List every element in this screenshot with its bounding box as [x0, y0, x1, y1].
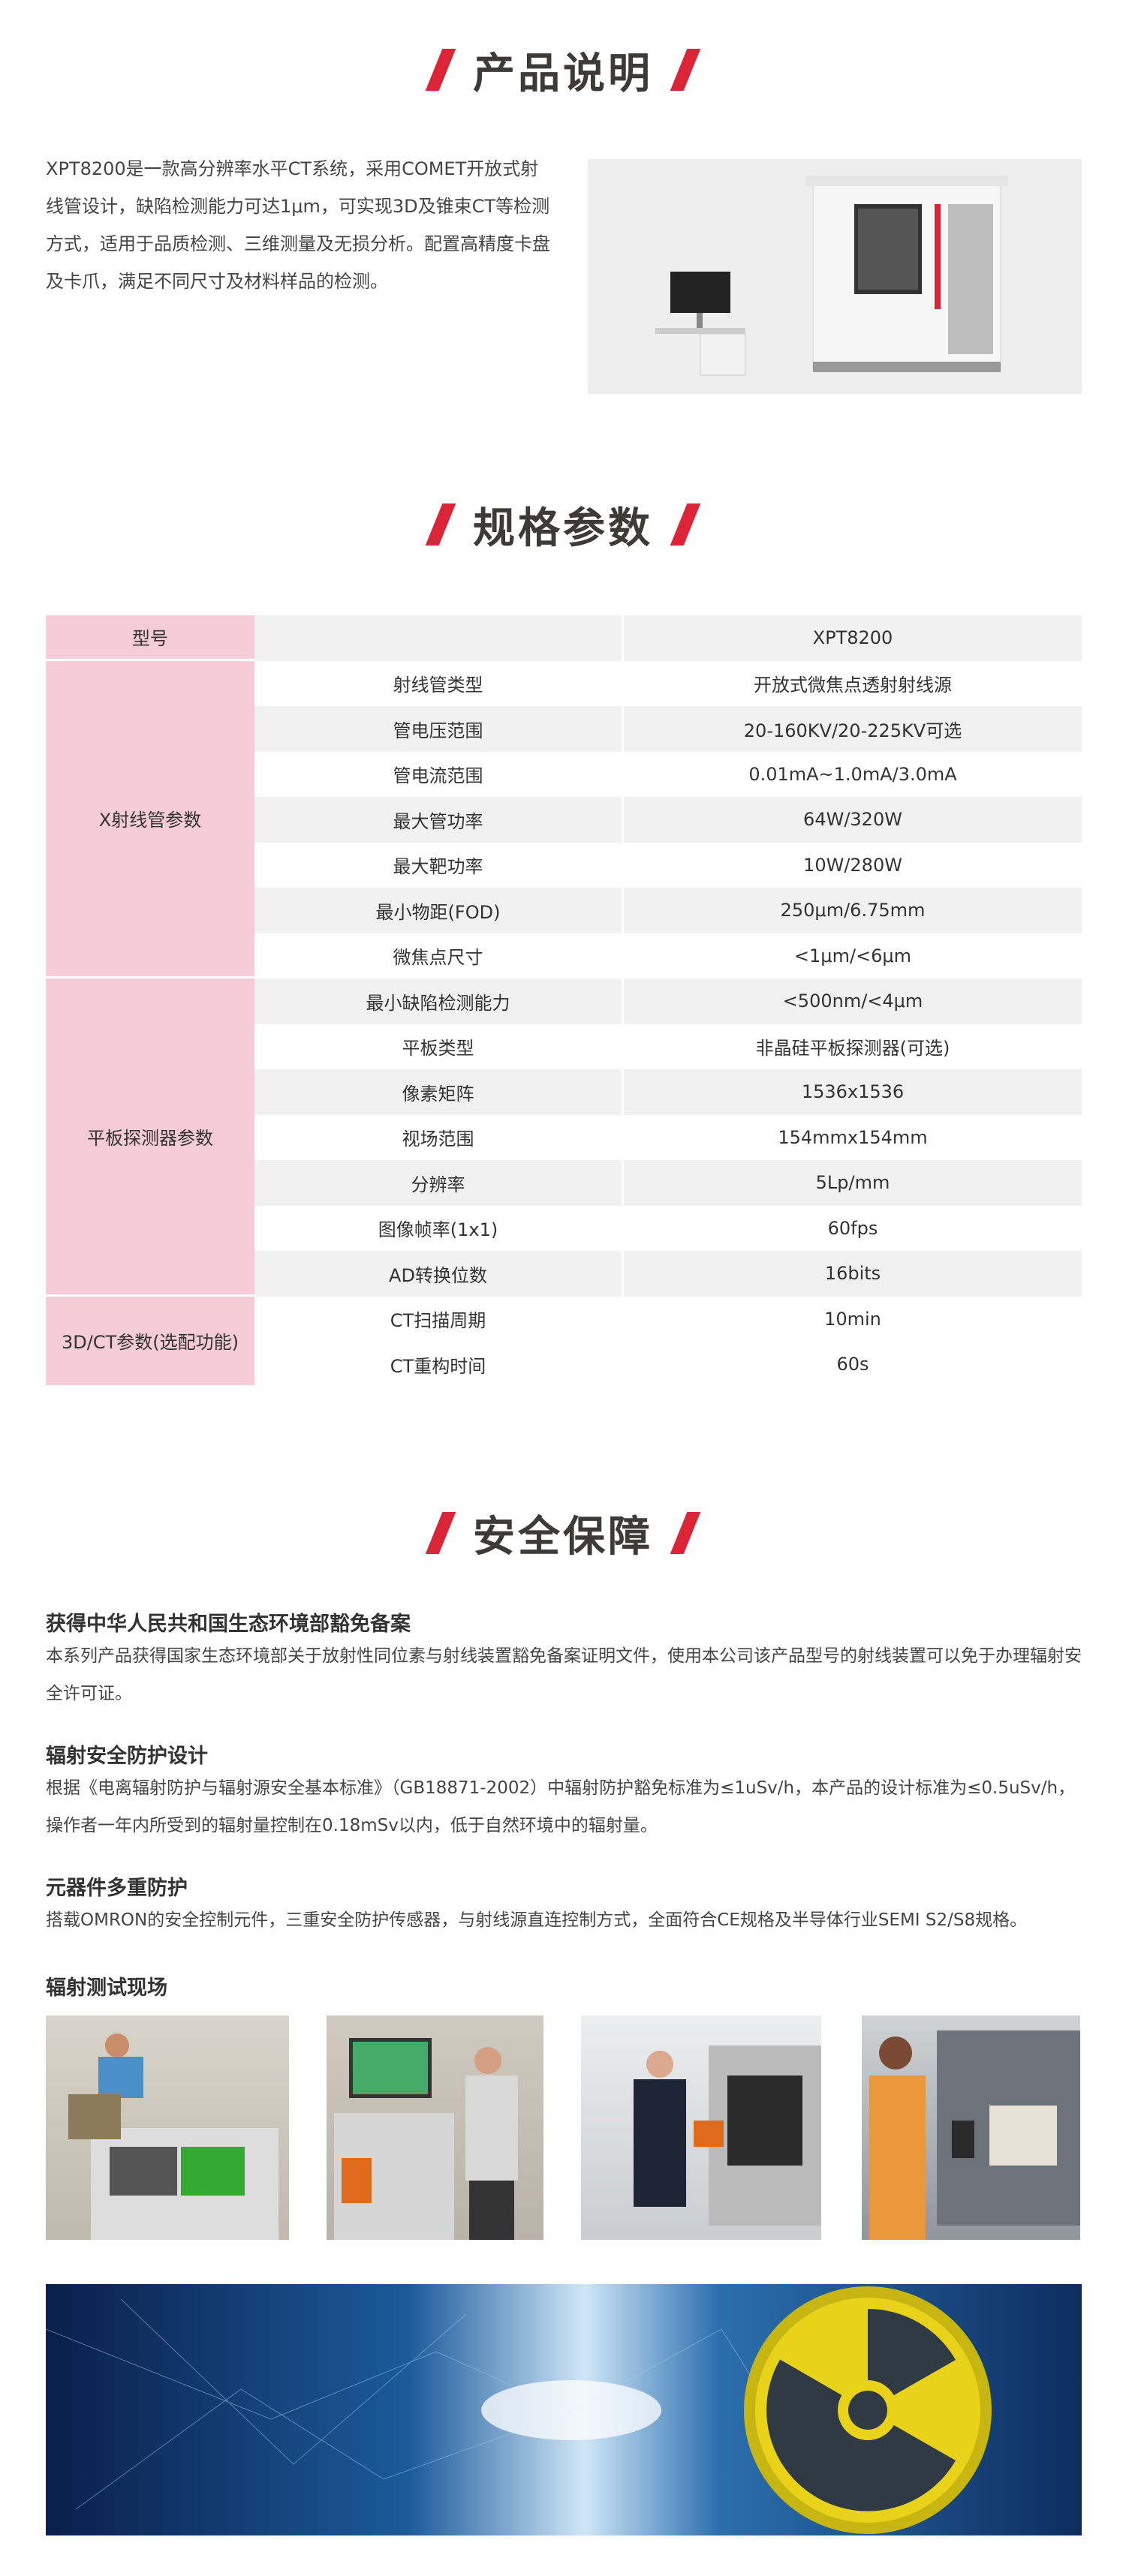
param-value: 10W/280W: [803, 854, 902, 876]
param-value: 16bits: [624, 1251, 1082, 1297]
param-name: CT扫描周期: [254, 1296, 624, 1342]
radiation-icon: [46, 2286, 992, 2534]
param-name: 视场范围: [254, 1114, 624, 1160]
section-title-intro: 产品说明: [0, 44, 1126, 98]
param-value: 0.01mA~1.0mA/3.0mA: [748, 763, 957, 785]
radiation-banner: [46, 2284, 1082, 2535]
table-row: 分辨率 5Lp/mm: [46, 1160, 1082, 1206]
param-value: 154mmx154mm: [778, 1126, 928, 1148]
table-row: 平板探测器参数 最小缺陷检测能力 <500nm/<4μm: [46, 978, 1082, 1297]
safety-heading: 元器件多重防护: [46, 1877, 188, 1900]
param-value: 5Lp/mm: [624, 1160, 1082, 1206]
param-name: AD转换位数: [254, 1251, 624, 1297]
param-name: 像素矩阵: [254, 1069, 624, 1115]
table-row: AD转换位数 16bits: [46, 1251, 1082, 1297]
param-name: 射线管类型: [254, 660, 624, 706]
test-site-photo: [581, 2015, 821, 2240]
param-name: CT重构时间: [254, 1342, 624, 1387]
param-name: 微焦点尺寸: [254, 933, 624, 978]
table-row: 最小物距(FOD) 250μm/6.75mm: [46, 888, 1082, 933]
param-name: 最小缺陷检测能力: [254, 978, 624, 1024]
slash-decoration: [425, 1512, 456, 1554]
title-text: 安全保障: [473, 1512, 653, 1562]
param-name: 图像帧率(1x1): [254, 1205, 624, 1251]
section-title-safety: 安全保障: [0, 1507, 1126, 1562]
test-site-photo: [862, 2015, 1080, 2240]
param-value: 60fps: [827, 1217, 878, 1239]
section-title-spec: 规格参数: [0, 498, 1126, 553]
param-name: 管电压范围: [254, 706, 624, 752]
safety-text: 本系列产品获得国家生态环境部关于放射性同位素与射线装置豁免备案证明文件，使用本公…: [46, 1646, 1082, 1703]
param-value: <1μm/<6μm: [793, 945, 912, 966]
title-text: 规格参数: [473, 503, 653, 553]
product-image: [588, 159, 1082, 394]
param-name: 平板类型: [254, 1023, 624, 1069]
model-key-empty: [254, 615, 624, 661]
param-value: 64W/320W: [624, 797, 1082, 843]
table-row: 最大靶功率 10W/280W: [46, 842, 1082, 888]
slash-decoration: [425, 503, 456, 546]
table-row: CT重构时间 60s: [46, 1342, 1082, 1387]
param-name: 管电流范围: [254, 751, 624, 797]
param-value: 20-160KV/20-225KV可选: [624, 706, 1082, 752]
slash-decoration: [670, 49, 701, 91]
table-row: 像素矩阵 1536x1536: [46, 1069, 1082, 1115]
table-row: 视场范围 154mmx154mm: [46, 1114, 1082, 1160]
table-row: X射线管参数 射线管类型 开放式微焦点透射射线源: [46, 660, 1082, 978]
group-label: 3D/CT参数(选配功能): [46, 1296, 254, 1387]
model-label: 型号: [46, 615, 254, 661]
safety-text: 根据《电离辐射防护与辐射源安全基本标准》（GB18871-2002）中辐射防护豁…: [46, 1778, 1076, 1835]
slash-decoration: [425, 49, 456, 91]
param-name: 分辨率: [254, 1160, 624, 1206]
spec-table: 型号 XPT8200 X射线管参数 射线管类型 开放式微焦点透射射线源管电压范围 20…: [46, 615, 1082, 1387]
table-row: 管电流范围 0.01mA~1.0mA/3.0mA: [46, 751, 1082, 797]
param-value: 开放式微焦点透射射线源: [754, 675, 952, 696]
param-name: 最大管功率: [254, 797, 624, 843]
param-name: 最小物距(FOD): [254, 888, 624, 933]
table-row: 管电压范围 20-160KV/20-225KV可选: [46, 706, 1082, 752]
table-row: 3D/CT参数(选配功能) CT扫描周期 10min: [46, 1296, 1082, 1387]
title-text: 产品说明: [473, 49, 653, 98]
group-label: X射线管参数: [46, 660, 254, 978]
test-site-photo: [46, 2015, 289, 2240]
param-value: <500nm/<4μm: [624, 978, 1082, 1024]
safety-heading: 获得中华人民共和国生态环境部豁免备案: [46, 1613, 411, 1636]
param-value: 1536x1536: [624, 1069, 1082, 1115]
param-name: 最大靶功率: [254, 842, 624, 888]
param-value: 250μm/6.75mm: [624, 888, 1082, 933]
safety-text: 搭载OMRON的安全控制元件，三重安全防护传感器，与射线源直连控制方式，全面符合…: [46, 1910, 1028, 1930]
table-row: 型号 XPT8200: [46, 615, 1082, 661]
gallery-heading: 辐射测试现场: [46, 1976, 167, 2000]
param-value: 60s: [836, 1354, 869, 1375]
table-row: 图像帧率(1x1) 60fps: [46, 1205, 1082, 1251]
param-value: 非晶硅平板探测器(可选): [755, 1038, 950, 1060]
test-site-photo: [327, 2015, 543, 2240]
safety-heading: 辐射安全防护设计: [46, 1745, 208, 1768]
table-row: 平板类型 非晶硅平板探测器(可选): [46, 1023, 1082, 1069]
param-value: 10min: [824, 1308, 881, 1330]
table-row: 微焦点尺寸 <1μm/<6μm: [46, 933, 1082, 978]
group-label: 平板探测器参数: [46, 978, 254, 1297]
slash-decoration: [670, 1512, 701, 1554]
table-row: 最大管功率 64W/320W: [46, 797, 1082, 843]
intro-paragraph: XPT8200是一款高分辨率水平CT系统，采用COMET开放式射线管设计，缺陷检…: [46, 158, 550, 292]
slash-decoration: [670, 503, 701, 546]
model-value: XPT8200: [624, 615, 1082, 661]
